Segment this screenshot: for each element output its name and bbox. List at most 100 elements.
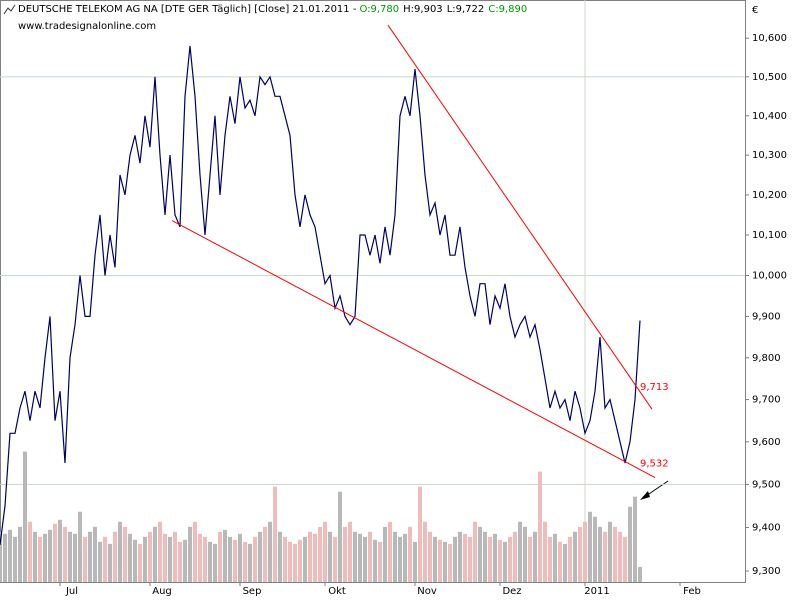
x-tick-label: Nov xyxy=(417,586,437,597)
volume-bar xyxy=(453,536,457,582)
volume-bar xyxy=(553,533,557,582)
volume-bar xyxy=(423,521,427,582)
chart-title: DEUTSCHE TELEKOM AG NA [DTE GER Täglich]… xyxy=(18,4,357,15)
volume-bar xyxy=(23,451,27,582)
volume-bar xyxy=(243,541,247,582)
volume-bar xyxy=(223,529,227,582)
volume-bar xyxy=(448,543,452,582)
volume-bar xyxy=(128,533,132,582)
volume-bar xyxy=(233,539,237,582)
volume-bar xyxy=(598,526,602,582)
volume-bar xyxy=(563,543,567,582)
volume-bar xyxy=(158,521,162,582)
volume-bar xyxy=(278,531,282,582)
y-tick-label: 9,900 xyxy=(752,311,781,322)
volume-bar xyxy=(258,531,262,582)
volume-bar xyxy=(123,526,127,582)
volume-bar xyxy=(348,521,352,582)
volume-bar xyxy=(213,543,217,582)
volume-bar xyxy=(333,536,337,582)
volume-bar xyxy=(463,533,467,582)
volume-bar xyxy=(193,521,197,582)
volume-bar xyxy=(63,526,67,582)
volume-bar xyxy=(28,521,32,582)
annotation: 9,532 xyxy=(640,459,669,470)
volume-bar xyxy=(148,531,152,582)
volume-bar xyxy=(263,526,267,582)
volume-bar xyxy=(8,529,12,582)
volume-bar xyxy=(318,526,322,582)
quote-value: H:9,903 xyxy=(403,4,443,15)
price-line xyxy=(0,45,641,545)
volume-bar xyxy=(568,536,572,582)
volume-bar xyxy=(18,526,22,582)
x-tick-label: Jul xyxy=(65,586,78,597)
subtitle: www.tradesignalonline.com xyxy=(18,21,156,32)
volume-bar xyxy=(438,539,442,582)
volume-bar xyxy=(618,531,622,582)
volume-bar xyxy=(218,531,222,582)
volume-bar xyxy=(543,521,547,582)
volume-bar xyxy=(428,531,432,582)
volume-bar xyxy=(408,526,412,582)
volume-bar xyxy=(533,531,537,582)
volume-bar xyxy=(33,531,37,582)
y-tick-label: 9,700 xyxy=(752,395,781,406)
volume-bar xyxy=(173,531,177,582)
volume-bar xyxy=(613,526,617,582)
volume-bar xyxy=(208,541,212,582)
volume-bar xyxy=(3,533,7,582)
volume-bar xyxy=(403,533,407,582)
volume-bar xyxy=(478,526,482,582)
volume-bar xyxy=(283,536,287,582)
volume-bar xyxy=(53,523,57,582)
arrow xyxy=(640,480,669,500)
volume-bar xyxy=(168,536,172,582)
volume-bar xyxy=(103,536,107,582)
x-tick-label: Aug xyxy=(152,586,172,597)
volume-bar xyxy=(153,526,157,582)
volume-bar xyxy=(48,529,52,582)
volume-bar xyxy=(368,531,372,582)
arrow-head xyxy=(640,491,650,500)
volume-bar xyxy=(378,541,382,582)
volume-bar xyxy=(198,533,202,582)
volume-bar xyxy=(443,541,447,582)
volume-bar xyxy=(353,531,357,582)
volume-bar xyxy=(178,541,182,582)
volume-bar xyxy=(298,539,302,582)
volume-bar xyxy=(388,521,392,582)
y-tick-label: 10,600 xyxy=(752,33,787,44)
volume-bar xyxy=(418,486,422,582)
volume-bar xyxy=(398,536,402,582)
logo-icon xyxy=(3,4,16,15)
volume-bar xyxy=(363,536,367,582)
volume-bar xyxy=(343,526,347,582)
volume-bar xyxy=(638,566,642,582)
volume-bar xyxy=(38,536,42,582)
volume-bar xyxy=(413,541,417,582)
volume-bar xyxy=(83,536,87,582)
volume-bar xyxy=(548,536,552,582)
x-tick-label: Okt xyxy=(328,586,346,597)
y-tick-label: 10,300 xyxy=(752,150,787,161)
volume-bar xyxy=(493,533,497,582)
volume-bar xyxy=(78,511,82,582)
volume-bar xyxy=(458,531,462,582)
x-tick-label: Feb xyxy=(683,586,701,597)
volume-bar xyxy=(608,521,612,582)
volume-bar xyxy=(58,519,62,582)
volume-bar xyxy=(578,526,582,582)
volume-bar xyxy=(303,536,307,582)
y-tick-label: 9,400 xyxy=(752,522,781,533)
volume-bar xyxy=(143,536,147,582)
volume-bar xyxy=(513,531,517,582)
y-tick-label: 9,800 xyxy=(752,353,781,364)
annotation: 9,713 xyxy=(640,382,669,393)
volume-bar xyxy=(468,536,472,582)
y-tick-label: 10,000 xyxy=(752,271,787,282)
volume-bar xyxy=(203,536,207,582)
volume-bar xyxy=(88,531,92,582)
